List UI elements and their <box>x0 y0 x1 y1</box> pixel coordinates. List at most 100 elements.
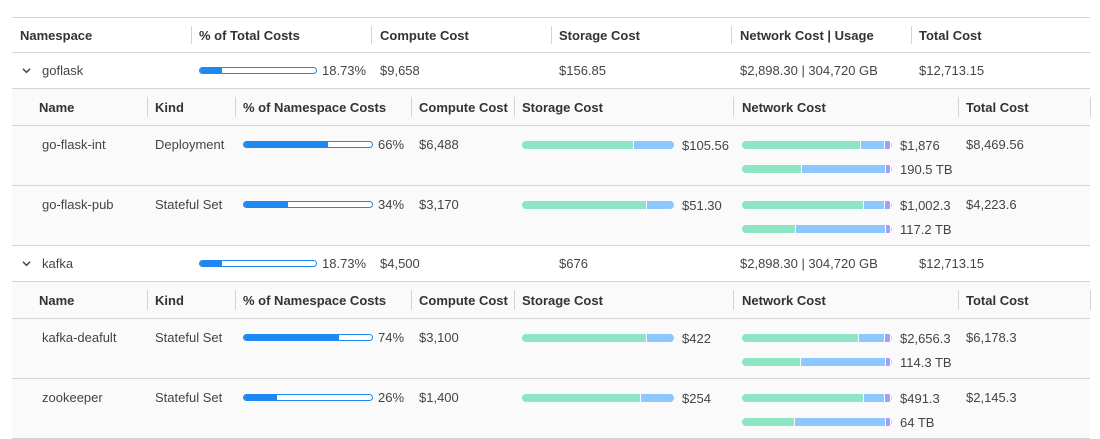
split-segment <box>860 141 885 149</box>
sub-col-header[interactable]: Compute Cost <box>419 99 508 115</box>
column-divider[interactable] <box>147 97 148 117</box>
split-bar <box>742 165 892 173</box>
column-divider[interactable] <box>147 290 148 310</box>
column-divider[interactable] <box>235 290 236 310</box>
split-segment <box>646 334 674 342</box>
total-cost: $8,469.56 <box>966 137 1024 152</box>
pct-namespace: 74% <box>378 330 405 345</box>
network-cost: $2,656.3 <box>900 330 951 346</box>
sub-col-header[interactable]: Network Cost <box>742 99 826 115</box>
network-usage: 190.5 TB <box>900 161 953 177</box>
split-segment <box>634 141 674 149</box>
column-divider[interactable] <box>411 97 412 117</box>
split-segment <box>890 334 892 342</box>
col-compute[interactable]: Compute Cost <box>380 27 469 43</box>
workload-row[interactable]: go-flask-pub Stateful Set 34% $3,170 $51… <box>12 186 1090 246</box>
sub-col-header[interactable]: Kind <box>155 99 184 115</box>
network-cost: $491.3 <box>900 390 940 406</box>
split-segment <box>886 225 891 233</box>
split-bar <box>522 201 674 209</box>
sub-col-header[interactable]: Total Cost <box>966 99 1029 115</box>
total-cost: $12,713.15 <box>919 63 985 78</box>
split-bar <box>742 141 892 149</box>
column-divider[interactable] <box>551 26 552 44</box>
column-divider[interactable] <box>514 97 515 117</box>
network-usage: 114.3 TB <box>900 354 952 370</box>
column-divider[interactable] <box>191 26 192 44</box>
sub-col-header[interactable]: Compute Cost <box>419 292 508 308</box>
split-segment <box>884 141 891 149</box>
namespace-row[interactable]: kafka 18.73% $4,500 $676 $2,898.30 | 304… <box>12 246 1090 282</box>
split-segment <box>742 358 801 366</box>
sub-col-header[interactable]: Kind <box>155 292 184 308</box>
column-divider[interactable] <box>411 290 412 310</box>
workload-name: kafka-deafult <box>42 330 117 345</box>
split-segment <box>863 394 885 402</box>
column-divider[interactable] <box>733 290 734 310</box>
namespace-toggle[interactable]: goflask <box>22 53 83 88</box>
col-network[interactable]: Network Cost | Usage <box>740 27 874 43</box>
col-storage[interactable]: Storage Cost <box>559 27 640 43</box>
percent-bar <box>243 201 373 208</box>
split-bar <box>522 334 674 342</box>
sub-col-header[interactable]: Storage Cost <box>522 292 603 308</box>
column-divider[interactable] <box>733 97 734 117</box>
column-divider[interactable] <box>958 97 959 117</box>
split-segment <box>884 201 891 209</box>
network-usage: 64 TB <box>900 414 935 430</box>
sub-col-header[interactable]: Total Cost <box>966 292 1029 308</box>
network-cost: $1,002.3 <box>900 197 951 213</box>
column-divider[interactable] <box>1090 290 1091 310</box>
split-segment <box>742 141 861 149</box>
chevron-down-icon[interactable] <box>22 259 31 268</box>
sub-col-header[interactable]: Storage Cost <box>522 99 603 115</box>
column-divider[interactable] <box>731 26 732 44</box>
percent-bar <box>243 394 373 401</box>
cost-table: Namespace % of Total Costs Compute Cost … <box>12 17 1091 439</box>
column-divider[interactable] <box>235 97 236 117</box>
split-bar <box>742 394 892 402</box>
storage-cost: $105.56 <box>682 137 729 153</box>
pct-total: 18.73% <box>322 256 367 271</box>
compute-cost: $9,658 <box>380 63 420 78</box>
split-segment <box>742 225 796 233</box>
col-total[interactable]: Total Cost <box>919 27 982 43</box>
sub-col-header[interactable]: Name <box>39 292 75 308</box>
split-segment <box>886 165 891 173</box>
split-segment <box>884 334 891 342</box>
namespace-name: kafka <box>42 256 74 271</box>
split-segment <box>742 394 864 402</box>
compute-cost: $3,100 <box>419 330 459 345</box>
namespace-name: goflask <box>42 63 84 78</box>
total-cost: $2,145.3 <box>966 390 1017 405</box>
namespace-toggle[interactable]: kafka <box>22 246 73 281</box>
compute-cost: $4,500 <box>380 256 420 271</box>
workload-name: go-flask-int <box>42 137 106 152</box>
column-divider[interactable] <box>958 290 959 310</box>
split-segment <box>884 394 891 402</box>
workload-header: Name Kind % of Namespace Costs Compute Cost… <box>12 89 1091 126</box>
total-cost: $4,223.6 <box>966 197 1017 212</box>
workload-row[interactable]: kafka-deafult Stateful Set 74% $3,100 $4… <box>12 319 1090 379</box>
sub-col-header[interactable]: % of Namespace Costs <box>243 292 387 308</box>
chevron-down-icon[interactable] <box>22 66 31 75</box>
percent-bar <box>199 67 317 74</box>
column-divider[interactable] <box>1090 97 1091 117</box>
column-divider[interactable] <box>911 26 912 44</box>
split-bar <box>742 358 892 366</box>
sub-col-header[interactable]: Network Cost <box>742 292 826 308</box>
column-divider[interactable] <box>514 290 515 310</box>
sub-col-header[interactable]: Name <box>39 99 75 115</box>
workload-row[interactable]: go-flask-int Deployment 66% $6,488 $105.… <box>12 126 1090 186</box>
sub-col-header[interactable]: % of Namespace Costs <box>243 99 387 115</box>
column-divider[interactable] <box>371 26 372 44</box>
pct-namespace: 26% <box>378 390 405 405</box>
pct-namespace: 66% <box>378 137 405 152</box>
namespace-row[interactable]: goflask 18.73% $9,658 $156.85 $2,898.30 … <box>12 53 1090 89</box>
split-segment <box>794 418 886 426</box>
workload-row[interactable]: zookeeper Stateful Set 26% $1,400 $254 $… <box>12 379 1090 439</box>
col-namespace[interactable]: Namespace <box>20 27 93 43</box>
col-pct-total[interactable]: % of Total Costs <box>199 27 300 43</box>
storage-cost: $254 <box>682 390 711 406</box>
percent-bar <box>243 334 373 341</box>
